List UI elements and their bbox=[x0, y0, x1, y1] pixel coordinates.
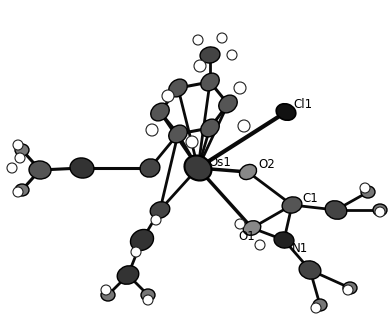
Ellipse shape bbox=[243, 221, 261, 235]
Ellipse shape bbox=[373, 204, 387, 216]
Ellipse shape bbox=[240, 165, 256, 180]
Text: Os1: Os1 bbox=[208, 157, 231, 169]
Ellipse shape bbox=[313, 299, 327, 311]
Ellipse shape bbox=[325, 201, 347, 219]
Ellipse shape bbox=[234, 82, 246, 94]
Ellipse shape bbox=[276, 104, 296, 120]
Ellipse shape bbox=[101, 285, 111, 295]
Ellipse shape bbox=[375, 207, 385, 217]
Ellipse shape bbox=[360, 183, 370, 193]
Ellipse shape bbox=[186, 136, 198, 148]
Ellipse shape bbox=[151, 103, 169, 121]
Ellipse shape bbox=[201, 73, 219, 91]
Text: N1: N1 bbox=[292, 241, 308, 255]
Ellipse shape bbox=[70, 158, 94, 178]
Ellipse shape bbox=[162, 90, 174, 102]
Text: C1: C1 bbox=[302, 191, 318, 204]
Ellipse shape bbox=[343, 282, 357, 294]
Ellipse shape bbox=[274, 232, 294, 248]
Ellipse shape bbox=[235, 219, 245, 229]
Ellipse shape bbox=[217, 33, 227, 43]
Ellipse shape bbox=[7, 163, 17, 173]
Text: Cl1: Cl1 bbox=[293, 99, 312, 112]
Ellipse shape bbox=[169, 125, 187, 143]
Ellipse shape bbox=[101, 289, 115, 301]
Ellipse shape bbox=[238, 120, 250, 132]
Ellipse shape bbox=[219, 95, 237, 113]
Ellipse shape bbox=[227, 50, 237, 60]
Ellipse shape bbox=[131, 229, 154, 250]
Ellipse shape bbox=[29, 161, 51, 179]
Ellipse shape bbox=[13, 140, 23, 150]
Ellipse shape bbox=[141, 289, 155, 301]
Ellipse shape bbox=[200, 47, 220, 63]
Ellipse shape bbox=[150, 202, 170, 218]
Ellipse shape bbox=[117, 266, 139, 284]
Ellipse shape bbox=[194, 60, 206, 72]
Ellipse shape bbox=[311, 303, 321, 313]
Text: O1: O1 bbox=[238, 231, 255, 243]
Ellipse shape bbox=[201, 119, 219, 137]
Ellipse shape bbox=[299, 261, 321, 279]
Ellipse shape bbox=[143, 295, 153, 305]
Ellipse shape bbox=[131, 247, 141, 257]
Ellipse shape bbox=[151, 215, 161, 225]
Ellipse shape bbox=[282, 197, 302, 213]
Ellipse shape bbox=[169, 79, 187, 97]
Ellipse shape bbox=[13, 187, 23, 197]
Text: O2: O2 bbox=[258, 159, 275, 172]
Ellipse shape bbox=[361, 186, 375, 198]
Ellipse shape bbox=[146, 124, 158, 136]
Ellipse shape bbox=[185, 155, 212, 181]
Ellipse shape bbox=[343, 285, 353, 295]
Ellipse shape bbox=[255, 240, 265, 250]
Ellipse shape bbox=[15, 153, 25, 163]
Ellipse shape bbox=[15, 184, 29, 196]
Ellipse shape bbox=[193, 35, 203, 45]
Ellipse shape bbox=[15, 144, 29, 156]
Ellipse shape bbox=[140, 159, 160, 177]
